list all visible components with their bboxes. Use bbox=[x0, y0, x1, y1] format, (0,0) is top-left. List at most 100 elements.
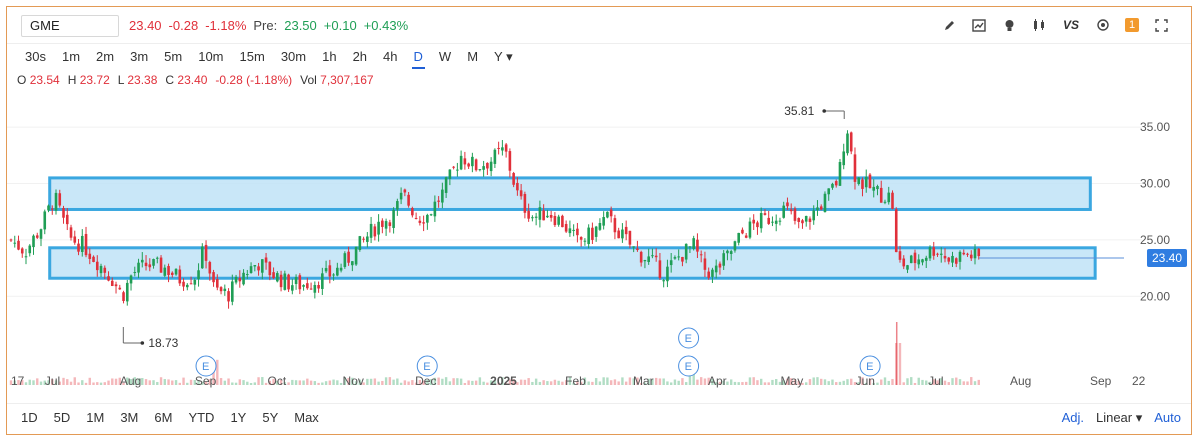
volume-bar bbox=[313, 381, 317, 385]
volume-bar bbox=[639, 382, 643, 385]
volume-bar bbox=[321, 382, 324, 385]
volume-bar bbox=[107, 380, 110, 385]
lightbulb-icon[interactable] bbox=[1001, 17, 1017, 33]
candle-body bbox=[838, 162, 842, 186]
interval-d[interactable]: D bbox=[406, 47, 431, 69]
candle-body bbox=[369, 223, 373, 238]
price-chart[interactable]: 20.00 25.00 30.00 35.00 23.40 35.81 18.73 E E E E E… bbox=[7, 7, 1192, 435]
scale-dropdown[interactable]: Linear ▾ bbox=[1095, 410, 1143, 425]
interval-4h[interactable]: 4h bbox=[383, 49, 398, 64]
volume-bar bbox=[403, 380, 407, 385]
candle-body bbox=[452, 166, 455, 168]
candle-body bbox=[508, 151, 512, 171]
range-5d[interactable]: 5D bbox=[53, 410, 71, 425]
close-change: -0.28 (-1.18%) bbox=[215, 73, 293, 87]
candle-body bbox=[504, 144, 508, 152]
candle-body bbox=[328, 265, 332, 277]
x-tick-label: Nov bbox=[343, 374, 364, 388]
range-3m[interactable]: 3M bbox=[120, 410, 139, 425]
high-value: 23.72 bbox=[79, 73, 110, 87]
candle-body bbox=[287, 274, 290, 290]
interval-w[interactable]: W bbox=[438, 49, 452, 64]
price-change-pct: -1.18% bbox=[205, 18, 247, 33]
volume-bar bbox=[238, 379, 242, 385]
candle-body bbox=[392, 209, 395, 228]
volume-bar bbox=[497, 382, 500, 385]
interval-30m[interactable]: 30m bbox=[280, 49, 307, 64]
symbol-input[interactable]: GME bbox=[21, 15, 119, 37]
candle-body bbox=[587, 227, 590, 245]
interval-10m[interactable]: 10m bbox=[198, 49, 224, 64]
volume-bar bbox=[816, 377, 819, 385]
interval-30s[interactable]: 30s bbox=[25, 49, 46, 64]
candle-body bbox=[9, 239, 13, 241]
candle-body bbox=[185, 284, 189, 288]
fullscreen-icon[interactable] bbox=[1153, 17, 1169, 33]
volume-bar bbox=[148, 380, 151, 385]
candle-body bbox=[759, 213, 763, 229]
range-max[interactable]: Max bbox=[294, 410, 319, 425]
volume-bar bbox=[504, 382, 508, 385]
volume-bar bbox=[654, 377, 658, 385]
candle-body bbox=[666, 266, 669, 282]
range-1d[interactable]: 1D bbox=[21, 410, 38, 425]
candle-body bbox=[107, 276, 110, 281]
candle-body bbox=[283, 273, 287, 290]
volume-bar bbox=[167, 379, 170, 385]
volume-bar bbox=[452, 378, 455, 385]
candle-body bbox=[467, 163, 470, 167]
range-6m[interactable]: 6M bbox=[154, 410, 173, 425]
volume-bar bbox=[163, 379, 166, 385]
pencil-icon[interactable] bbox=[941, 17, 957, 33]
chart-icon[interactable] bbox=[971, 17, 987, 33]
vs-icon[interactable]: VS bbox=[1062, 18, 1079, 32]
candle-body bbox=[159, 257, 163, 273]
candle-body bbox=[223, 288, 227, 292]
earnings-marker bbox=[195, 355, 217, 377]
volume-bar bbox=[831, 379, 834, 385]
volume-bar bbox=[103, 382, 106, 385]
adjusted-toggle[interactable]: Adj. bbox=[1061, 410, 1084, 425]
candle-body bbox=[163, 267, 167, 276]
settings-icon[interactable] bbox=[1095, 17, 1111, 33]
range-1y[interactable]: 1Y bbox=[230, 410, 247, 425]
candle-body bbox=[894, 209, 898, 253]
range-5y[interactable]: 5Y bbox=[262, 410, 279, 425]
volume-bar bbox=[624, 381, 628, 385]
volume-bar bbox=[152, 380, 155, 385]
volume-bar bbox=[159, 377, 163, 385]
interval-5m[interactable]: 5m bbox=[164, 49, 183, 64]
candle-body bbox=[144, 262, 148, 267]
volume-bar bbox=[96, 382, 99, 385]
interval-2h[interactable]: 2h bbox=[352, 49, 368, 64]
volume-bar bbox=[602, 377, 605, 385]
interval-1h[interactable]: 1h bbox=[322, 49, 337, 64]
range-ytd[interactable]: YTD bbox=[188, 410, 215, 425]
volume-bar bbox=[21, 380, 24, 385]
x-tick-label: Jun bbox=[856, 374, 875, 388]
alert-icon[interactable]: 1 bbox=[1125, 18, 1139, 32]
volume-bar bbox=[718, 381, 722, 385]
volume-bar bbox=[422, 380, 425, 385]
candle-body bbox=[433, 201, 437, 217]
candle-body bbox=[864, 176, 868, 188]
volume-bar bbox=[842, 380, 845, 385]
interval-y[interactable]: Y ▾ bbox=[494, 49, 513, 64]
candle-body bbox=[309, 288, 313, 290]
volume-bar bbox=[928, 381, 932, 385]
volume-bar bbox=[182, 377, 185, 385]
volume-bar bbox=[126, 377, 129, 385]
volume-bar bbox=[193, 380, 196, 385]
interval-m[interactable]: M bbox=[467, 49, 479, 64]
interval-2m[interactable]: 2m bbox=[96, 49, 115, 64]
auto-scale-toggle[interactable]: Auto bbox=[1154, 410, 1181, 425]
range-1m[interactable]: 1M bbox=[86, 410, 105, 425]
candle-body bbox=[669, 260, 673, 266]
candle-body bbox=[336, 267, 339, 276]
candles-icon[interactable] bbox=[1031, 17, 1047, 33]
earnings-marker bbox=[678, 355, 700, 377]
interval-1m[interactable]: 1m bbox=[61, 49, 81, 64]
interval-15m[interactable]: 15m bbox=[239, 49, 265, 64]
candle-body bbox=[429, 214, 433, 216]
interval-3m[interactable]: 3m bbox=[130, 49, 149, 64]
